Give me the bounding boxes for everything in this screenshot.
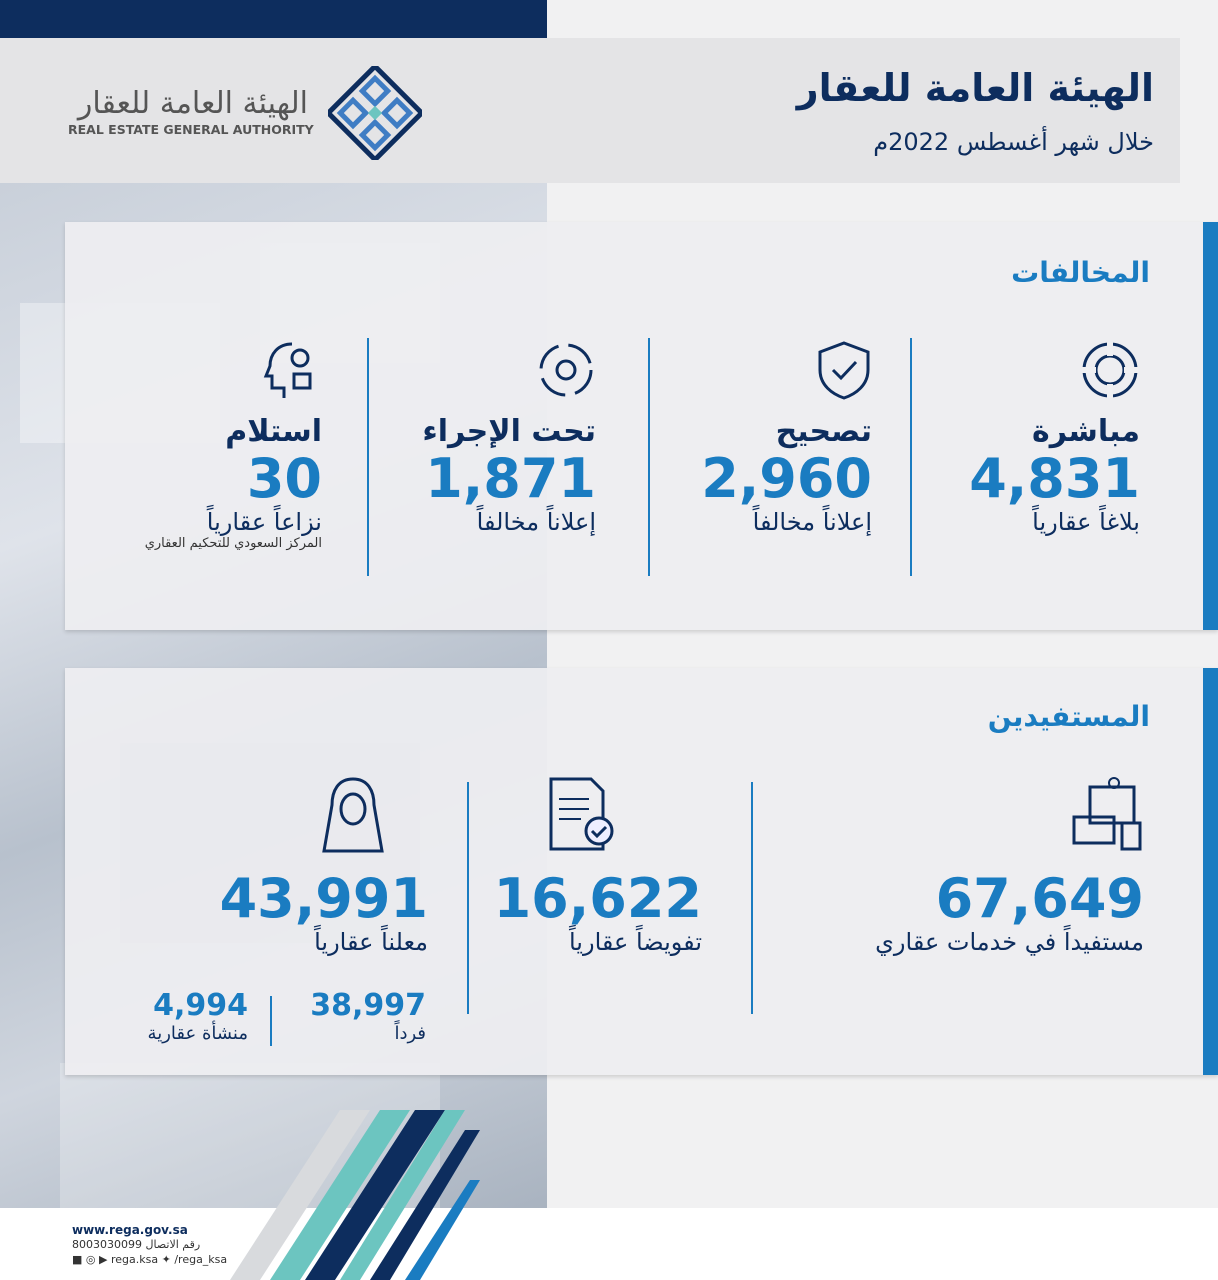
page-title: الهيئة العامة للعقار	[796, 66, 1154, 110]
divider	[751, 782, 753, 1014]
youtube-icon[interactable]: ▶	[99, 1253, 108, 1266]
divider	[270, 996, 272, 1046]
stat-authorizations: 16,622 تفويضاً عقارياً	[462, 775, 702, 956]
footer	[0, 1208, 1218, 1280]
stat-direct: مباشرة 4,831 بلاغاً عقارياً	[920, 340, 1140, 536]
beneficiaries-title: المستفيدين	[987, 700, 1150, 733]
divider	[910, 338, 912, 576]
phone-number: رقم الاتصال 8003030099	[72, 1238, 201, 1251]
person-icon	[128, 775, 428, 855]
stat-correction: تصحيح 2,960 إعلاناً مخالفاً	[652, 340, 872, 536]
social-links: ■ ◎ ▶ rega.ksa ✦ /rega_ksa	[72, 1253, 228, 1266]
shield-check-icon	[652, 340, 872, 400]
devices-icon	[764, 775, 1144, 855]
logo-english: REAL ESTATE GENERAL AUTHORITY	[68, 122, 314, 137]
target-icon	[920, 340, 1140, 400]
document-check-icon	[462, 775, 702, 855]
page-subtitle: خلال شهر أغسطس 2022م	[873, 128, 1154, 156]
instagram-icon[interactable]: ◎	[85, 1253, 96, 1266]
logo-arabic: الهيئة العامة للعقار	[77, 86, 308, 121]
violations-panel	[65, 222, 1218, 630]
divider	[648, 338, 650, 576]
website-link[interactable]: www.rega.gov.sa	[72, 1223, 188, 1237]
rega-logo-icon	[324, 62, 426, 164]
facebook-icon[interactable]: ■	[72, 1253, 83, 1266]
stat-establishments: 4,994 منشأة عقارية	[147, 988, 248, 1044]
stat-advertisers: 43,991 معلناً عقارياً	[128, 775, 428, 956]
decorative-stripes	[230, 1110, 480, 1280]
stat-received: استلام 30 نزاعاً عقارياً المركز السعودي …	[62, 340, 322, 551]
top-bar	[0, 0, 547, 38]
process-gear-icon	[376, 340, 596, 400]
twitter-icon[interactable]: ✦	[161, 1253, 171, 1266]
divider	[367, 338, 369, 576]
header	[0, 38, 1180, 183]
stat-in-progress: تحت الإجراء 1,871 إعلاناً مخالفاً	[376, 340, 596, 536]
beneficiaries-panel	[65, 668, 1218, 1075]
stat-services-beneficiaries: 67,649 مستفيداً في خدمات عقاري	[764, 775, 1144, 956]
head-gear-icon	[62, 340, 322, 400]
divider	[467, 782, 469, 1014]
violations-title: المخالفات	[1011, 256, 1150, 289]
stat-individuals: 38,997 فرداً	[310, 988, 426, 1044]
